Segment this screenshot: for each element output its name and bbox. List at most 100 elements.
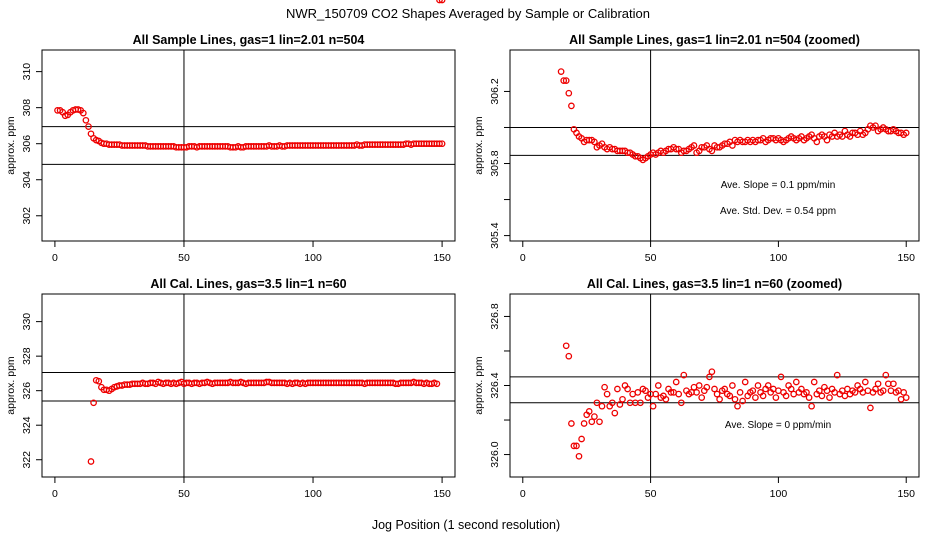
data-point: [698, 394, 706, 401]
data-point: [872, 385, 879, 393]
x-tick-label: 0: [52, 252, 58, 264]
data-point: [680, 371, 688, 379]
figure-xlabel: Jog Position (1 second resolution): [372, 518, 560, 532]
data-point: [813, 138, 821, 146]
data-point: [637, 399, 644, 407]
data-point: [803, 389, 810, 396]
x-tick-label: 150: [897, 488, 915, 500]
y-axis-label: approx. ppm: [473, 356, 485, 415]
data-point: [672, 378, 680, 386]
y-axis-label: approx. ppm: [5, 116, 17, 175]
data-point: [708, 368, 716, 376]
y-tick-label: 305.4: [489, 222, 501, 248]
y-axis-label: approx. ppm: [473, 116, 485, 175]
data-point: [798, 385, 805, 393]
x-tick-label: 100: [770, 252, 788, 264]
data-point: [578, 435, 585, 443]
data-point: [872, 122, 879, 130]
data-point: [568, 420, 575, 427]
data-point: [672, 145, 680, 153]
data-point: [716, 395, 723, 403]
data-point: [619, 395, 626, 403]
data-point: [85, 123, 92, 130]
data-point: [649, 402, 657, 410]
data-point: [624, 385, 631, 393]
data-point: [752, 394, 759, 401]
data-point: [438, 0, 446, 4]
data-point: [79, 109, 87, 117]
data-points: [562, 342, 910, 460]
data-point: [614, 385, 621, 393]
y-tick-label: 326: [21, 382, 33, 400]
data-point: [741, 378, 749, 386]
data-point: [603, 390, 611, 398]
data-point: [711, 385, 718, 393]
data-point: [879, 387, 887, 395]
data-point: [436, 140, 443, 148]
data-point: [772, 394, 780, 401]
data-point: [782, 392, 790, 400]
data-point: [591, 138, 598, 146]
plot-frame: [41, 49, 456, 242]
x-tick-label: 50: [645, 488, 657, 500]
x-tick-label: 150: [897, 252, 915, 264]
figure-title: NWR_150709 CO2 Shapes Averaged by Sample…: [286, 6, 650, 21]
data-point: [662, 395, 670, 403]
data-point: [810, 378, 818, 386]
data-point: [808, 402, 815, 410]
data-point: [833, 371, 841, 379]
y-tick-label: 305.8: [489, 150, 501, 176]
y-tick-label: 324: [21, 416, 33, 434]
y-tick-label: 326.8: [489, 303, 501, 329]
data-point: [900, 389, 908, 396]
data-point: [585, 408, 593, 415]
chart-panel-4: All Cal. Lines, gas=3.5 lin=1 n=60 (zoom…: [473, 277, 920, 500]
data-point: [703, 383, 711, 391]
annotation-text: Ave. Std. Dev. = 0.54 ppm: [720, 206, 836, 217]
data-point: [596, 418, 603, 426]
y-tick-label: 326.0: [489, 441, 501, 467]
plot-frame: [41, 293, 456, 478]
annotation-text: Ave. Slope = 0 ppm/min: [725, 420, 831, 431]
chart-panel-3: All Cal. Lines, gas=3.5 lin=1 n=60 approx…: [5, 0, 456, 500]
data-point: [601, 383, 608, 391]
data-point: [608, 399, 616, 407]
data-point: [565, 89, 573, 97]
x-tick-label: 100: [304, 488, 322, 500]
data-point: [734, 402, 741, 410]
y-tick-label: 306.2: [489, 78, 501, 104]
data-point: [874, 380, 882, 388]
data-point: [433, 380, 441, 388]
data-points: [557, 68, 910, 164]
y-tick-label: 302: [21, 207, 33, 225]
x-tick-label: 0: [52, 488, 58, 500]
y-tick-label: 326.4: [489, 372, 501, 398]
data-point: [654, 382, 662, 389]
x-tick-label: 0: [520, 488, 526, 500]
y-tick-label: 306: [21, 135, 33, 153]
y-tick-label: 330: [21, 313, 33, 331]
data-point: [438, 140, 446, 148]
data-point: [867, 404, 874, 412]
x-tick-label: 100: [304, 252, 322, 264]
x-tick-label: 50: [178, 252, 190, 264]
data-point: [861, 378, 869, 386]
data-point: [557, 68, 565, 75]
chart-panel-2: All Sample Lines, gas=1 lin=2.01 n=504 (…: [473, 33, 920, 264]
data-point: [562, 342, 570, 350]
data-point: [580, 420, 588, 427]
data-point: [565, 352, 573, 360]
data-point: [82, 116, 90, 124]
data-point: [598, 402, 606, 410]
data-point: [739, 397, 746, 405]
y-tick-label: 322: [21, 451, 33, 469]
data-points: [87, 0, 446, 465]
data-point: [642, 387, 649, 395]
data-point: [764, 382, 772, 389]
data-point: [851, 389, 859, 396]
data-point: [611, 409, 619, 417]
data-point: [729, 142, 736, 149]
data-point: [562, 77, 570, 84]
y-axis-label: approx. ppm: [5, 356, 17, 415]
data-point: [729, 382, 736, 389]
